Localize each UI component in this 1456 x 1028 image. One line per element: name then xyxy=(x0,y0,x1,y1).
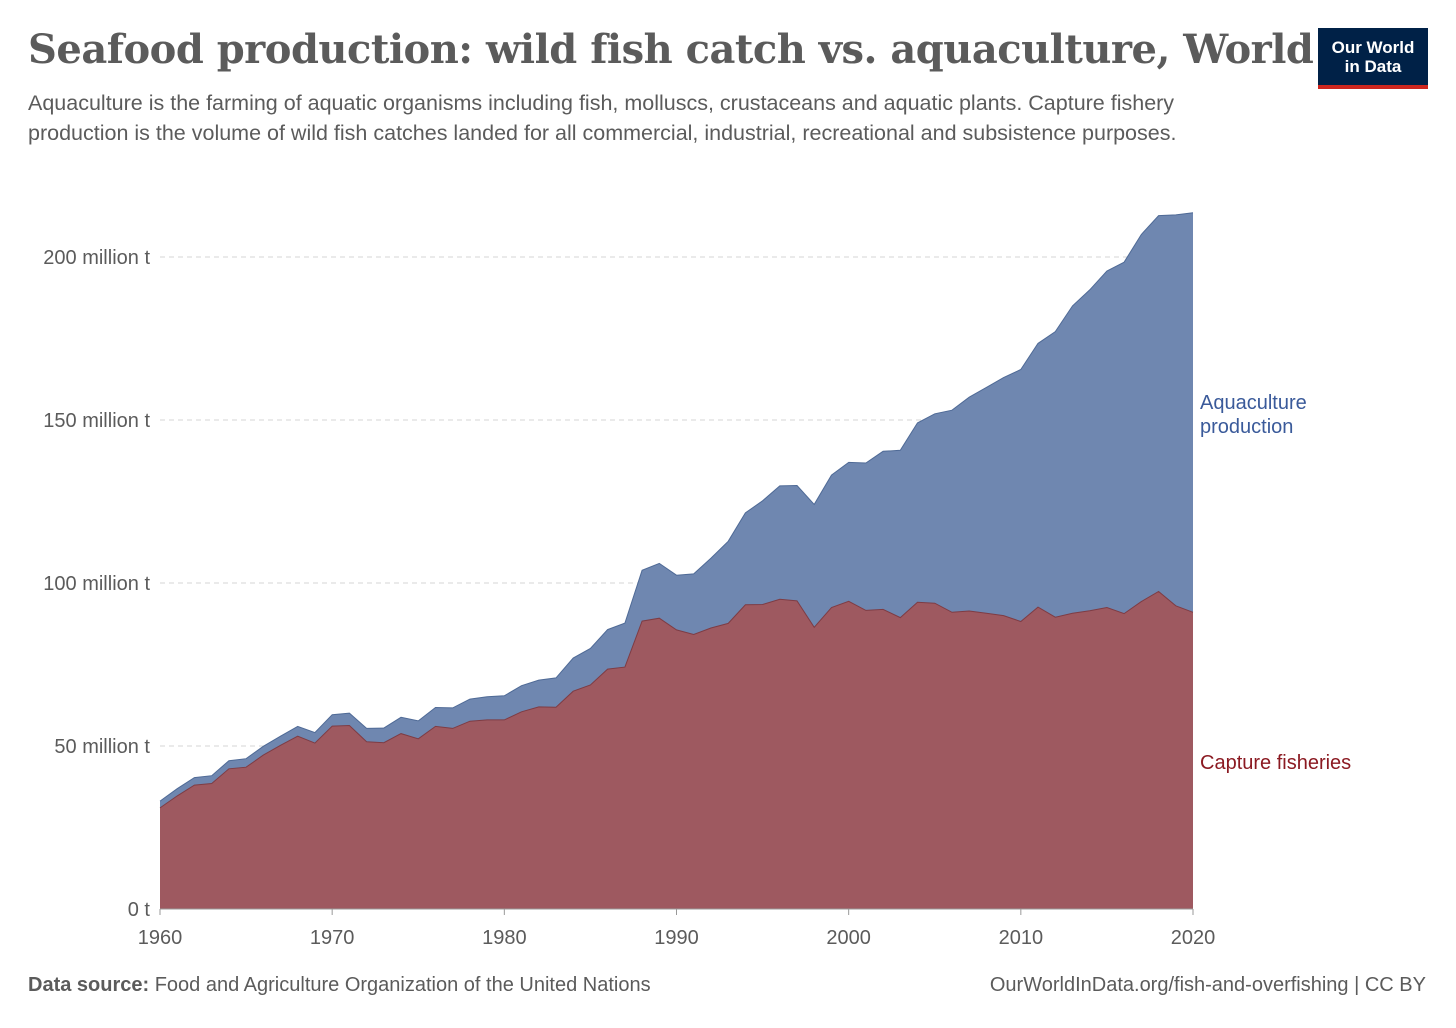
capture-outline xyxy=(159,590,1194,809)
capture-area xyxy=(160,591,1193,909)
y-tick-label: 0 t xyxy=(128,899,151,921)
capture-series-label: Capture fisheries xyxy=(1200,752,1351,774)
aquaculture-outline xyxy=(159,212,1194,802)
y-tick-label: 200 million t xyxy=(43,247,150,269)
x-tick-label: 1960 xyxy=(138,927,183,949)
owid-logo[interactable]: Our World in Data xyxy=(1318,28,1428,89)
data-source: Data source: Food and Agriculture Organi… xyxy=(28,974,651,997)
aquaculture-series-label: Aquaculture xyxy=(1200,392,1307,414)
x-tick-label: 2020 xyxy=(1171,927,1216,949)
x-tick-label: 2010 xyxy=(999,927,1044,949)
source-url-license: OurWorldInData.org/fish-and-overfishing … xyxy=(989,974,1426,996)
data-source-text: Food and Agriculture Organization of the… xyxy=(154,974,651,996)
y-tick-label: 50 million t xyxy=(54,736,150,758)
x-tick-label: 1990 xyxy=(654,927,699,949)
logo-line-1: Our World xyxy=(1331,37,1415,57)
x-tick-label: 1970 xyxy=(310,927,355,949)
data-source-label: Data source: xyxy=(28,974,150,996)
y-tick-label: 150 million t xyxy=(43,410,150,432)
aquaculture-area xyxy=(160,212,1193,808)
aquaculture-series-label: production xyxy=(1200,416,1293,438)
y-tick-label: 100 million t xyxy=(43,573,150,595)
x-tick-label: 1980 xyxy=(482,927,527,949)
logo-line-2: in Data xyxy=(1344,56,1402,76)
x-tick-label: 2000 xyxy=(826,927,871,949)
chart-subtitle: Aquaculture is the farming of aquatic or… xyxy=(28,91,1177,145)
chart-title: Seafood production: wild fish catch vs. … xyxy=(28,26,1314,73)
